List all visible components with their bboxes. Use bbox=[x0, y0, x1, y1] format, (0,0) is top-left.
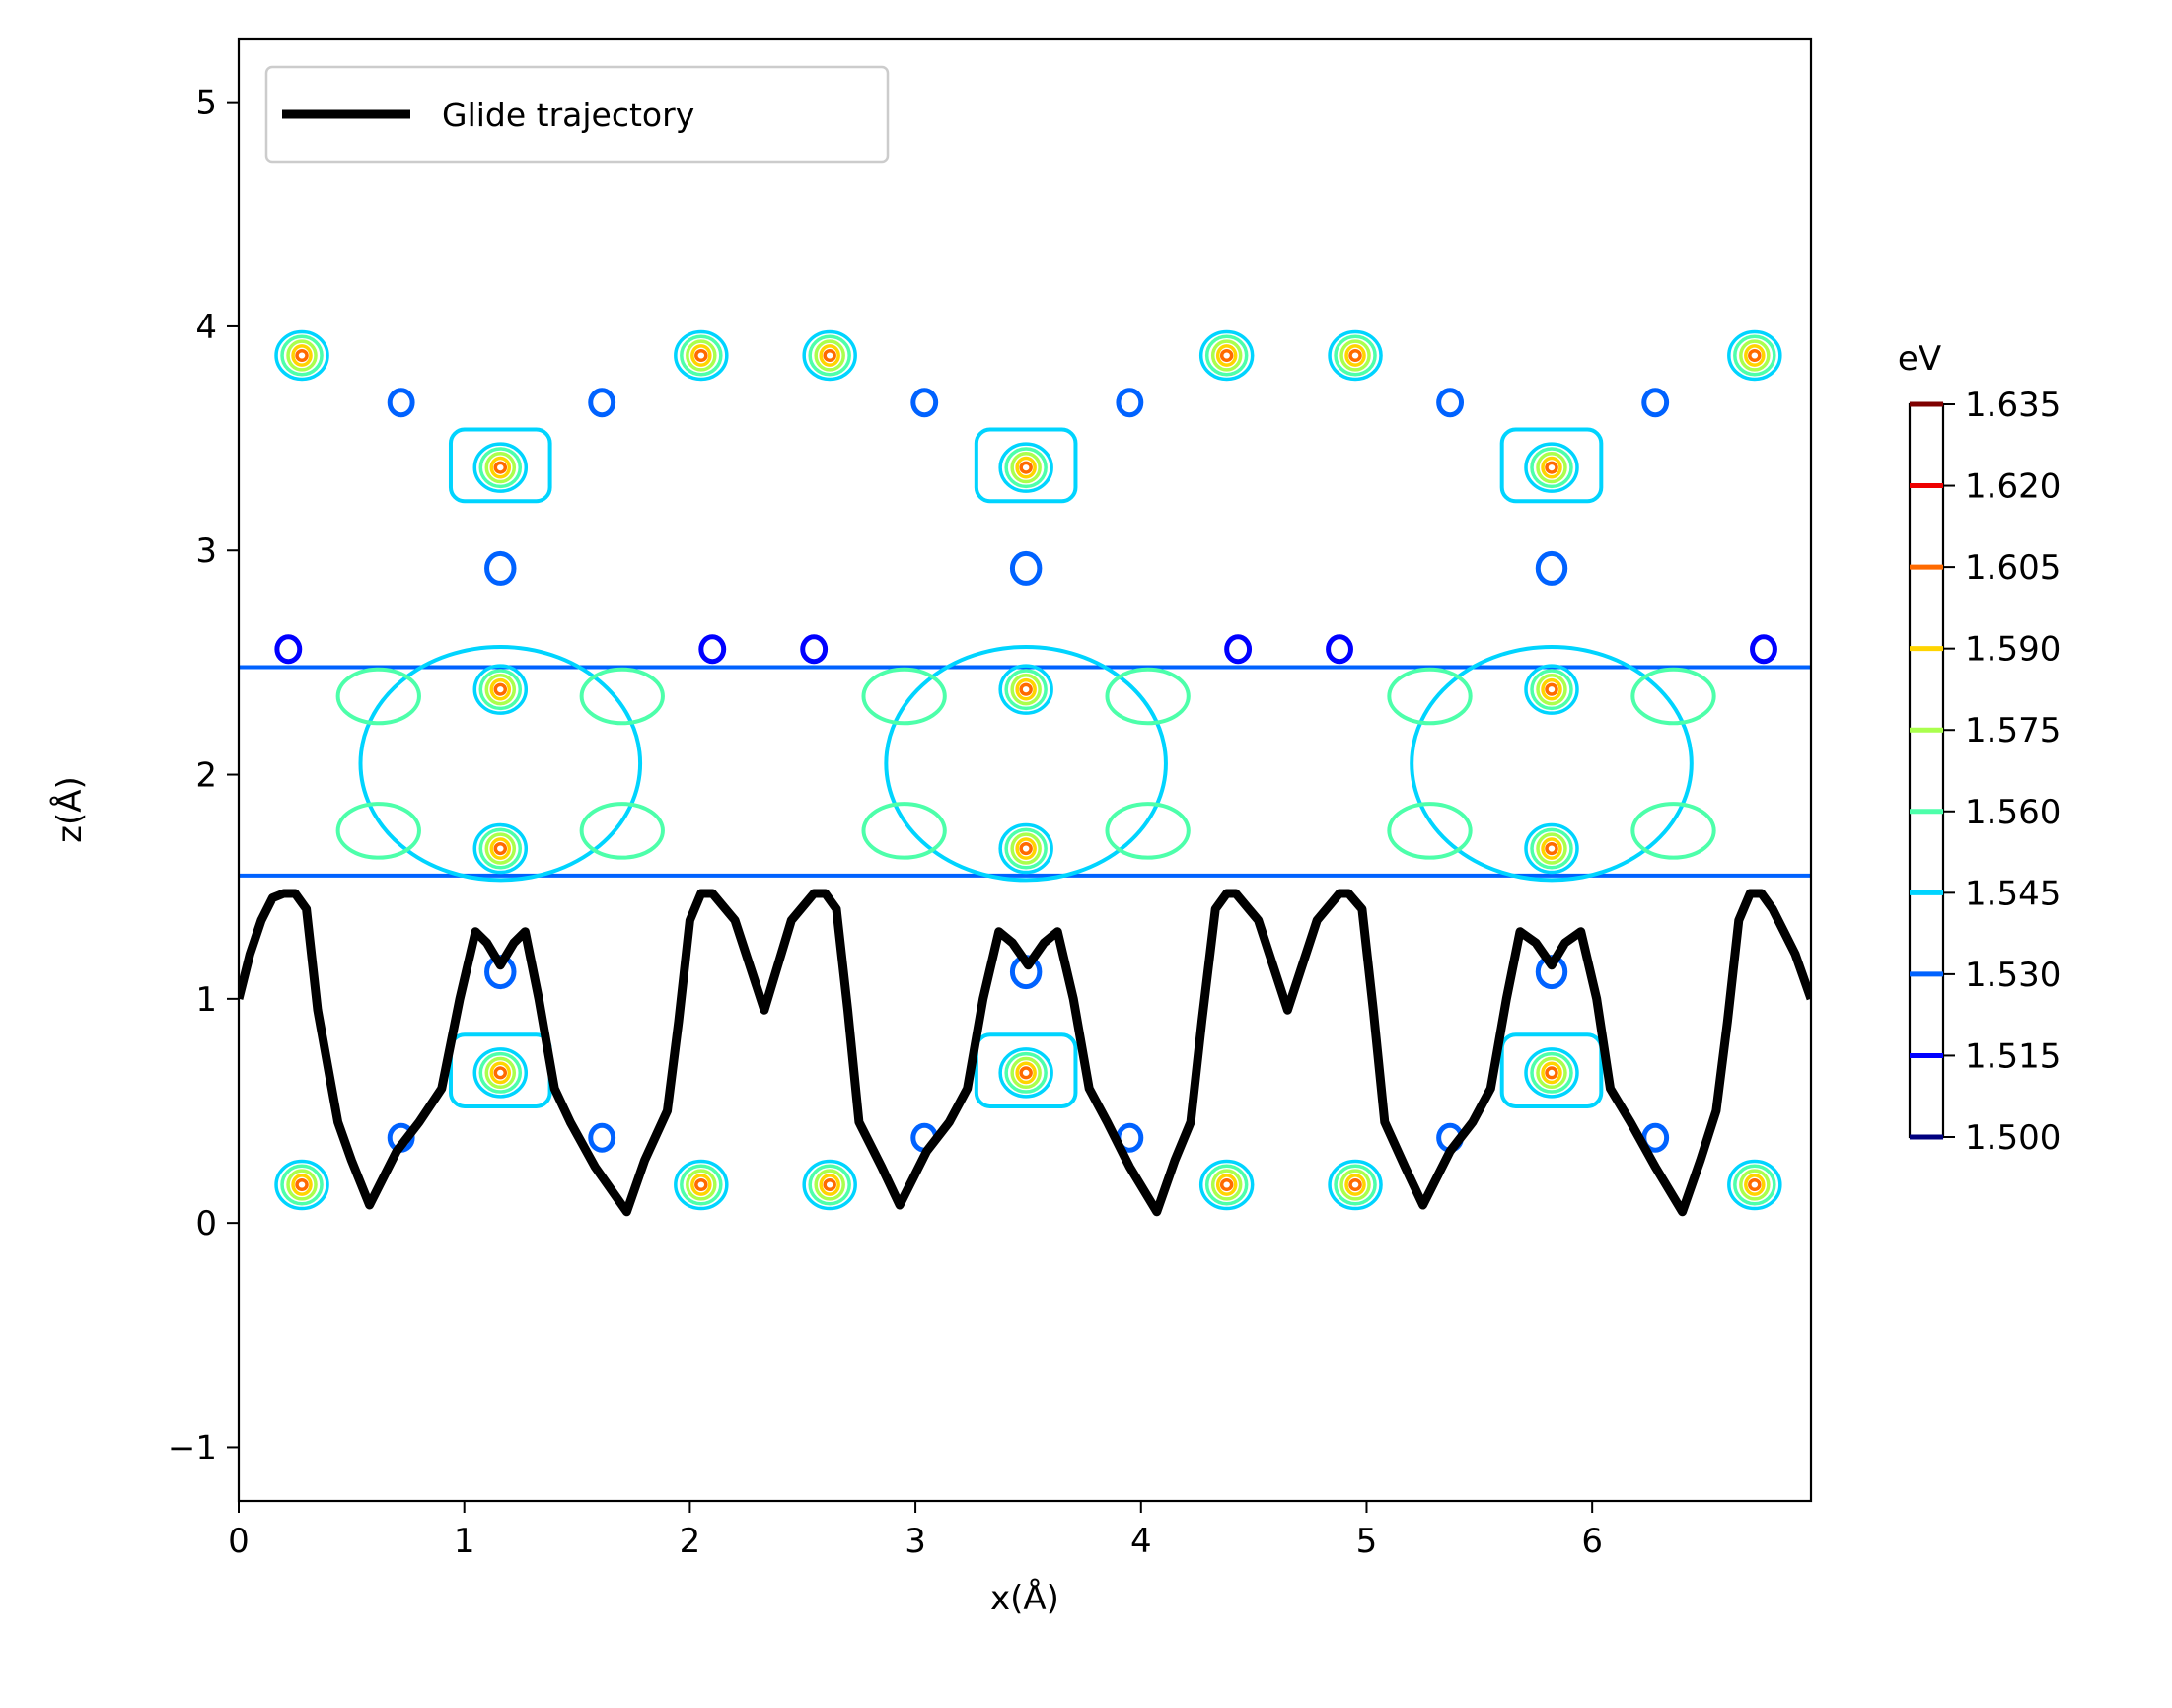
colorbar-tick-label: 1.545 bbox=[1965, 874, 2061, 913]
colorbar-tick-label: 1.515 bbox=[1965, 1036, 2061, 1076]
contour-ring bbox=[1753, 637, 1775, 662]
contour-loop bbox=[338, 804, 419, 858]
y-tick-label: 4 bbox=[195, 308, 217, 347]
contour-loop bbox=[582, 804, 663, 858]
contour-peak bbox=[1526, 1049, 1577, 1097]
colorbar-tick-label: 1.575 bbox=[1965, 711, 2061, 750]
contour-ring bbox=[1329, 637, 1351, 662]
contour-peak bbox=[474, 444, 526, 491]
contour-peak bbox=[1729, 1162, 1780, 1209]
colorbar: eV 1.500 1.515 1.530 1.545 1.560 1.575 1.590 1.… bbox=[1898, 339, 2061, 1158]
contour-peak bbox=[1526, 825, 1577, 873]
contour-peak bbox=[474, 825, 526, 873]
contour-loop bbox=[1107, 670, 1188, 724]
contour-ring bbox=[591, 391, 614, 415]
colorbar-tick-label: 1.590 bbox=[1965, 630, 2061, 670]
contour-peak bbox=[1330, 1162, 1381, 1209]
contour-ring bbox=[277, 637, 300, 662]
y-tick-label: 1 bbox=[195, 980, 217, 1020]
contour-ring bbox=[803, 637, 826, 662]
y-axis-ticks: −1 0 1 2 3 4 5 bbox=[168, 84, 239, 1468]
x-tick-label: 2 bbox=[680, 1522, 701, 1561]
contour-ring bbox=[1012, 553, 1039, 583]
contour-loop bbox=[1632, 670, 1713, 724]
contour-peak bbox=[804, 331, 855, 379]
contour-loop bbox=[1389, 804, 1470, 858]
x-tick-label: 1 bbox=[454, 1522, 475, 1561]
contour-ring bbox=[913, 391, 936, 415]
x-axis-ticks: 0 1 2 3 4 5 6 bbox=[228, 1501, 1603, 1561]
contour-loop bbox=[338, 670, 419, 724]
contour-peak bbox=[1000, 444, 1051, 491]
x-tick-label: 6 bbox=[1581, 1522, 1603, 1561]
contour-peak bbox=[804, 1162, 855, 1209]
contour-peak bbox=[1201, 1162, 1253, 1209]
y-tick-label: 2 bbox=[195, 756, 217, 796]
contour-ring bbox=[1439, 391, 1462, 415]
contour-ring bbox=[1644, 391, 1667, 415]
contour-peak bbox=[474, 666, 526, 713]
contour-peak bbox=[676, 331, 727, 379]
contour-ring bbox=[701, 637, 724, 662]
y-axis-label: z(Å) bbox=[49, 776, 90, 843]
contour-loop bbox=[863, 804, 944, 858]
contour-loop bbox=[1632, 804, 1713, 858]
y-tick-label: 0 bbox=[195, 1204, 217, 1244]
x-axis-label: x(Å) bbox=[990, 1578, 1059, 1618]
legend: Glide trajectory bbox=[266, 67, 888, 162]
contour-ring bbox=[1119, 391, 1141, 415]
contour-peak bbox=[276, 331, 327, 379]
y-tick-label: 5 bbox=[195, 84, 217, 123]
contour-loop bbox=[1389, 670, 1470, 724]
x-tick-label: 5 bbox=[1356, 1522, 1378, 1561]
colorbar-tick-label: 1.605 bbox=[1965, 548, 2061, 588]
contour-ring bbox=[487, 553, 514, 583]
x-tick-label: 3 bbox=[905, 1522, 926, 1561]
contour-loop bbox=[1107, 804, 1188, 858]
y-tick-label: −1 bbox=[168, 1428, 217, 1467]
colorbar-tick-label: 1.500 bbox=[1965, 1118, 2061, 1158]
plot-frame bbox=[239, 39, 1811, 1501]
contour-ring bbox=[390, 391, 412, 415]
colorbar-frame bbox=[1910, 404, 1943, 1137]
colorbar-tick-label: 1.620 bbox=[1965, 467, 2061, 507]
contour-loop bbox=[582, 670, 663, 724]
colorbar-tick-label: 1.560 bbox=[1965, 793, 2061, 832]
contour-peak bbox=[1000, 1049, 1051, 1097]
contour-lines bbox=[239, 331, 1811, 1208]
contour-ring bbox=[1538, 553, 1564, 583]
contour-loop bbox=[863, 670, 944, 724]
colorbar-tick-label: 1.635 bbox=[1965, 386, 2061, 425]
contour-peak bbox=[1000, 825, 1051, 873]
contour-peak bbox=[1526, 666, 1577, 713]
contour-peak bbox=[1330, 331, 1381, 379]
colorbar-title: eV bbox=[1898, 339, 1941, 379]
y-tick-label: 3 bbox=[195, 532, 217, 571]
contour-ring bbox=[591, 1125, 614, 1150]
contour-peak bbox=[1000, 666, 1051, 713]
contour-peak bbox=[1201, 331, 1253, 379]
contour-peak bbox=[276, 1162, 327, 1209]
colorbar-tick-label: 1.530 bbox=[1965, 956, 2061, 995]
contour-peak bbox=[474, 1049, 526, 1097]
x-tick-label: 4 bbox=[1130, 1522, 1152, 1561]
legend-label-glide-trajectory: Glide trajectory bbox=[442, 96, 694, 134]
x-tick-label: 0 bbox=[228, 1522, 250, 1561]
contour-peak bbox=[676, 1162, 727, 1209]
contour-peak bbox=[1729, 331, 1780, 379]
contour-peak bbox=[1526, 444, 1577, 491]
contour-ring bbox=[1227, 637, 1250, 662]
